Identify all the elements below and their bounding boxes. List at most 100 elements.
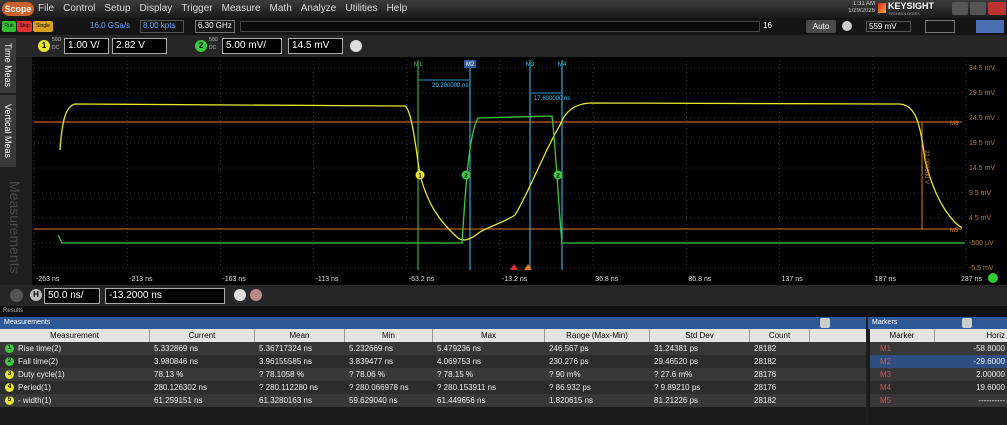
window-button[interactable] (970, 2, 986, 15)
channel-scale[interactable]: 1.00 V/ (64, 38, 109, 54)
timebase-position[interactable]: -13.2000 ns (105, 288, 225, 304)
y-axis-label: 9.5 mV (969, 190, 992, 197)
probe-badge (415, 170, 425, 180)
delta-voltage: 21.000000 V (923, 150, 929, 184)
column-header: Mean (255, 329, 345, 342)
table-cell: ? 280.066978 ns (349, 383, 409, 392)
table-cell: ? 78.1058 % (259, 370, 304, 379)
menu-item[interactable]: Trigger (181, 3, 213, 14)
table-cell: 29.46520 ps (654, 357, 699, 366)
probe-badge-label: 2 (464, 174, 468, 180)
close-button[interactable] (988, 2, 1006, 15)
toolbar-icon[interactable] (925, 20, 955, 33)
bandwidth: 6.30 GHz (195, 20, 235, 33)
table-cell: 5.36717324 ns (259, 344, 312, 353)
table-cell: ? 86.932 ps (549, 383, 591, 392)
marker-row[interactable] (870, 381, 1007, 394)
trigger-mode[interactable]: Auto (806, 20, 836, 33)
menu-item[interactable]: Math (269, 3, 292, 14)
delta-time: 17.600000 ns (534, 96, 570, 102)
badge: 4 (5, 383, 14, 392)
table-row[interactable] (0, 381, 866, 394)
brand-sub: TECHNOLOGIES (888, 11, 920, 16)
badge: 3 (5, 370, 14, 379)
panel-icon (820, 318, 830, 328)
probe-badge (553, 170, 563, 180)
table-cell: 28176 (754, 383, 777, 392)
channel-offset[interactable]: 2.82 V (112, 38, 167, 54)
timebase-scale[interactable]: 50.0 ns/ (44, 288, 100, 304)
column-header: Marker (870, 329, 935, 342)
x-axis-label: -113 ns (316, 276, 339, 283)
menu-item[interactable]: Setup (104, 3, 131, 14)
table-cell: 5.232669 ns (349, 344, 394, 353)
y-axis-label: 24.5 mV (969, 115, 995, 122)
badge: 5 (5, 396, 14, 405)
channel-scale[interactable]: 5.00 mV/ (222, 38, 282, 54)
channel-offset[interactable]: 14.5 mV (288, 38, 343, 54)
scroll-button[interactable] (988, 273, 998, 283)
table-row[interactable] (0, 342, 866, 355)
marker-row[interactable] (870, 355, 1007, 368)
y-axis-label: 34.5 mV (969, 65, 995, 72)
stop-button[interactable]: Stop (17, 21, 32, 32)
results-label: Results (3, 308, 24, 314)
x-axis-label: -213 ns (129, 276, 153, 283)
table-cell: 61.259151 ns (154, 396, 203, 405)
marker-tab (464, 60, 476, 68)
table-cell: 28176 (754, 370, 777, 379)
marker-row[interactable] (870, 368, 1007, 381)
x-axis-label: -263 ns (36, 276, 60, 283)
side-tab[interactable]: Vertical Meas (0, 95, 16, 167)
side-tab[interactable]: Measurements (7, 181, 23, 274)
column-header: Max (433, 329, 545, 342)
x-axis-label: 86.8 ns (688, 276, 711, 283)
table-cell: ? 90 m% (549, 370, 581, 379)
column-header (810, 329, 866, 342)
display-background (32, 57, 1007, 285)
menu-item[interactable]: Measure (221, 3, 261, 14)
badge: 1 (5, 344, 14, 353)
menu-item[interactable]: Analyze (300, 3, 337, 14)
channel-2-trace (57, 115, 965, 244)
menu-item[interactable]: Display (139, 3, 173, 14)
x-axis-label: 137 ns (782, 276, 804, 283)
table-cell: 61.449656 ns (437, 396, 486, 405)
table-cell: 31.24381 ps (654, 344, 699, 353)
table-row[interactable] (0, 368, 866, 381)
menu-item[interactable]: Utilities (345, 3, 378, 14)
menu-item[interactable]: File (38, 3, 55, 14)
table-cell: ? 9.89210 ps (654, 383, 701, 392)
badge: H (30, 289, 42, 301)
column-header: Measurement (0, 329, 150, 342)
single-button[interactable]: Single (33, 21, 53, 32)
table-row[interactable] (0, 394, 866, 407)
run-button[interactable]: Run (2, 21, 16, 32)
probe-badge-label: 1 (418, 174, 422, 180)
side-tab[interactable]: Time Meas (0, 38, 16, 93)
marker-row[interactable] (870, 342, 1007, 355)
markers-title-bar: Markers (868, 317, 1007, 329)
sample-rate: 16.0 GSa/s (90, 21, 131, 30)
badge: 1 (38, 40, 50, 52)
badge: 2 (5, 357, 14, 366)
trigger-marker (510, 264, 518, 270)
y-axis-label: -5.5 mV (969, 265, 994, 272)
marker-horizontal: ---------- (978, 396, 1005, 405)
menu-item[interactable]: Control (63, 3, 96, 14)
marker-horizontal: -58.8000 (973, 344, 1005, 353)
marker-name: M1 (880, 344, 892, 353)
window-button[interactable] (952, 2, 968, 15)
toolbar-icon[interactable] (976, 20, 1004, 33)
column-header: Horiz (935, 329, 1007, 342)
coupling: DC (209, 45, 217, 51)
table-cell: 246.567 ps (549, 344, 589, 353)
menu-item[interactable]: Help (386, 3, 408, 14)
table-cell: 280.126302 ns (154, 383, 207, 392)
table-row[interactable] (0, 355, 866, 368)
measurements-title-bar: Measurements (0, 317, 866, 329)
memory-depth: 8.00 kpts (140, 20, 184, 33)
marker-name: M2 (880, 357, 892, 366)
marker-row[interactable] (870, 394, 1007, 407)
trigger-level: 559 mV (866, 21, 911, 32)
